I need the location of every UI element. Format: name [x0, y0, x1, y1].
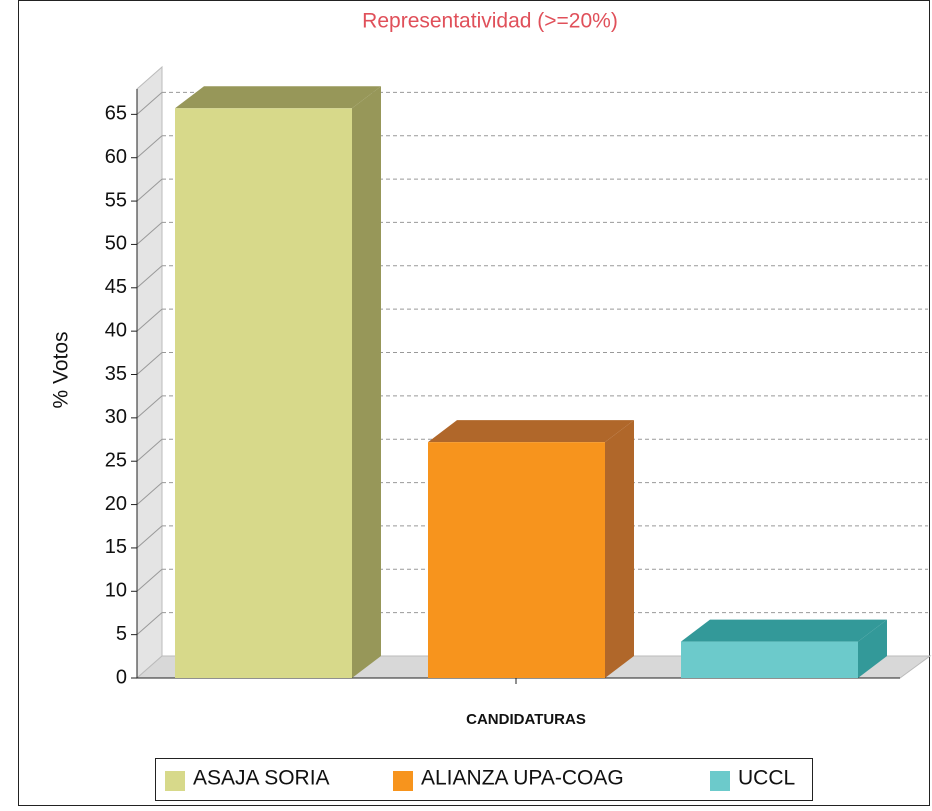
legend-label: ASAJA SORIA	[193, 767, 330, 790]
y-tick-label: 35	[105, 363, 127, 385]
bar-top	[681, 619, 887, 642]
wall-grid	[136, 135, 163, 159]
y-tick-label: 30	[105, 406, 127, 428]
wall-grid	[136, 525, 163, 549]
y-tick-label: 0	[116, 666, 127, 688]
bar-top	[175, 86, 381, 109]
wall-grid	[136, 222, 163, 245]
bar-top	[428, 420, 634, 443]
bar	[681, 641, 858, 678]
bar-side	[858, 619, 887, 678]
wall-grid	[136, 352, 163, 375]
wall-grid	[136, 308, 163, 332]
bar-side	[605, 420, 634, 678]
y-tick-label: 15	[105, 536, 127, 558]
bar	[428, 442, 605, 678]
y-tick-label: 50	[105, 233, 127, 255]
wall-grid	[136, 178, 163, 202]
y-tick-label: 60	[105, 146, 127, 168]
wall-grid	[136, 612, 163, 636]
legend-label: UCCL	[738, 767, 795, 790]
y-tick-label: 25	[105, 449, 127, 471]
legend-label: ALIANZA UPA-COAG	[421, 767, 624, 790]
y-tick-label: 55	[105, 189, 127, 211]
legend-box	[155, 758, 813, 801]
wall-grid	[136, 438, 163, 462]
bar	[175, 108, 352, 679]
legend-swatch	[710, 771, 730, 791]
bar-side	[352, 86, 381, 679]
wall-grid	[136, 482, 163, 505]
wall-grid	[136, 568, 163, 592]
y-tick-label: 5	[116, 623, 127, 645]
legend-swatch	[393, 771, 413, 791]
y-tick-label: 45	[105, 276, 127, 298]
y-tick-label: 40	[105, 319, 127, 341]
wall-grid	[136, 395, 163, 419]
wall-grid	[136, 91, 163, 115]
x-axis-label: CANDIDATURAS	[466, 711, 586, 728]
y-axis-label: % Votos	[50, 331, 73, 408]
y-tick-label: 20	[105, 493, 127, 515]
legend-swatch	[165, 771, 185, 791]
chart-title: Representatividad (>=20%)	[362, 10, 618, 33]
wall-grid	[136, 265, 163, 289]
y-tick-label: 65	[105, 103, 127, 125]
side-wall	[136, 65, 163, 680]
y-tick-label: 10	[105, 580, 127, 602]
